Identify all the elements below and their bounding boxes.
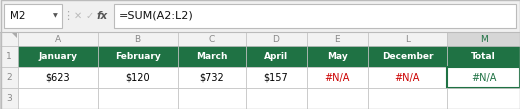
Text: =SUM(A2:L2): =SUM(A2:L2) [119, 11, 194, 21]
Text: E: E [334, 35, 340, 43]
Bar [368, 46, 447, 67]
Bar [98, 46, 177, 67]
Text: ✕: ✕ [74, 11, 82, 21]
Bar [18, 46, 98, 67]
Bar [0, 67, 18, 88]
Bar [98, 88, 177, 109]
Bar [245, 67, 306, 88]
Text: B: B [135, 35, 141, 43]
Text: March: March [196, 52, 227, 61]
Bar [368, 32, 447, 46]
Bar [0, 46, 18, 67]
Bar [0, 0, 520, 32]
Text: A: A [55, 35, 61, 43]
Text: $120: $120 [125, 72, 150, 83]
Bar [245, 88, 306, 109]
Text: December: December [382, 52, 433, 61]
Bar [245, 46, 306, 67]
Bar [306, 32, 368, 46]
Text: $157: $157 [264, 72, 289, 83]
Bar [4, 4, 62, 28]
Text: M: M [480, 35, 488, 43]
Bar [447, 46, 520, 67]
Text: Total: Total [471, 52, 496, 61]
Bar [98, 67, 177, 88]
Text: May: May [327, 52, 347, 61]
Bar [18, 32, 98, 46]
Bar [0, 32, 18, 46]
Text: ✓: ✓ [86, 11, 94, 21]
Text: $732: $732 [199, 72, 224, 83]
Text: February: February [115, 52, 161, 61]
Text: ▼: ▼ [53, 14, 57, 19]
Bar [245, 32, 306, 46]
Text: C: C [209, 35, 215, 43]
Text: 3: 3 [6, 94, 12, 103]
Bar [177, 32, 245, 46]
Bar [0, 88, 18, 109]
Bar [447, 67, 520, 88]
Bar [18, 67, 98, 88]
Bar [368, 88, 447, 109]
Bar [177, 88, 245, 109]
Bar [177, 67, 245, 88]
Bar [447, 32, 520, 46]
Text: #N/A: #N/A [471, 72, 496, 83]
Bar [306, 88, 368, 109]
Bar [98, 32, 177, 46]
Bar [18, 88, 98, 109]
Text: 1: 1 [6, 52, 12, 61]
Polygon shape [12, 33, 17, 38]
Bar [177, 46, 245, 67]
Text: ⋮: ⋮ [62, 11, 73, 21]
Text: fx: fx [96, 11, 108, 21]
Bar [447, 88, 520, 109]
Bar [306, 67, 368, 88]
Bar [114, 4, 516, 28]
Text: April: April [264, 52, 288, 61]
Bar [368, 67, 447, 88]
Text: January: January [38, 52, 77, 61]
Text: L: L [405, 35, 410, 43]
Text: #N/A: #N/A [324, 72, 350, 83]
Text: #N/A: #N/A [395, 72, 420, 83]
Text: M2: M2 [10, 11, 25, 21]
Bar [306, 46, 368, 67]
Text: 2: 2 [6, 73, 12, 82]
Text: D: D [272, 35, 279, 43]
Text: $623: $623 [46, 72, 70, 83]
